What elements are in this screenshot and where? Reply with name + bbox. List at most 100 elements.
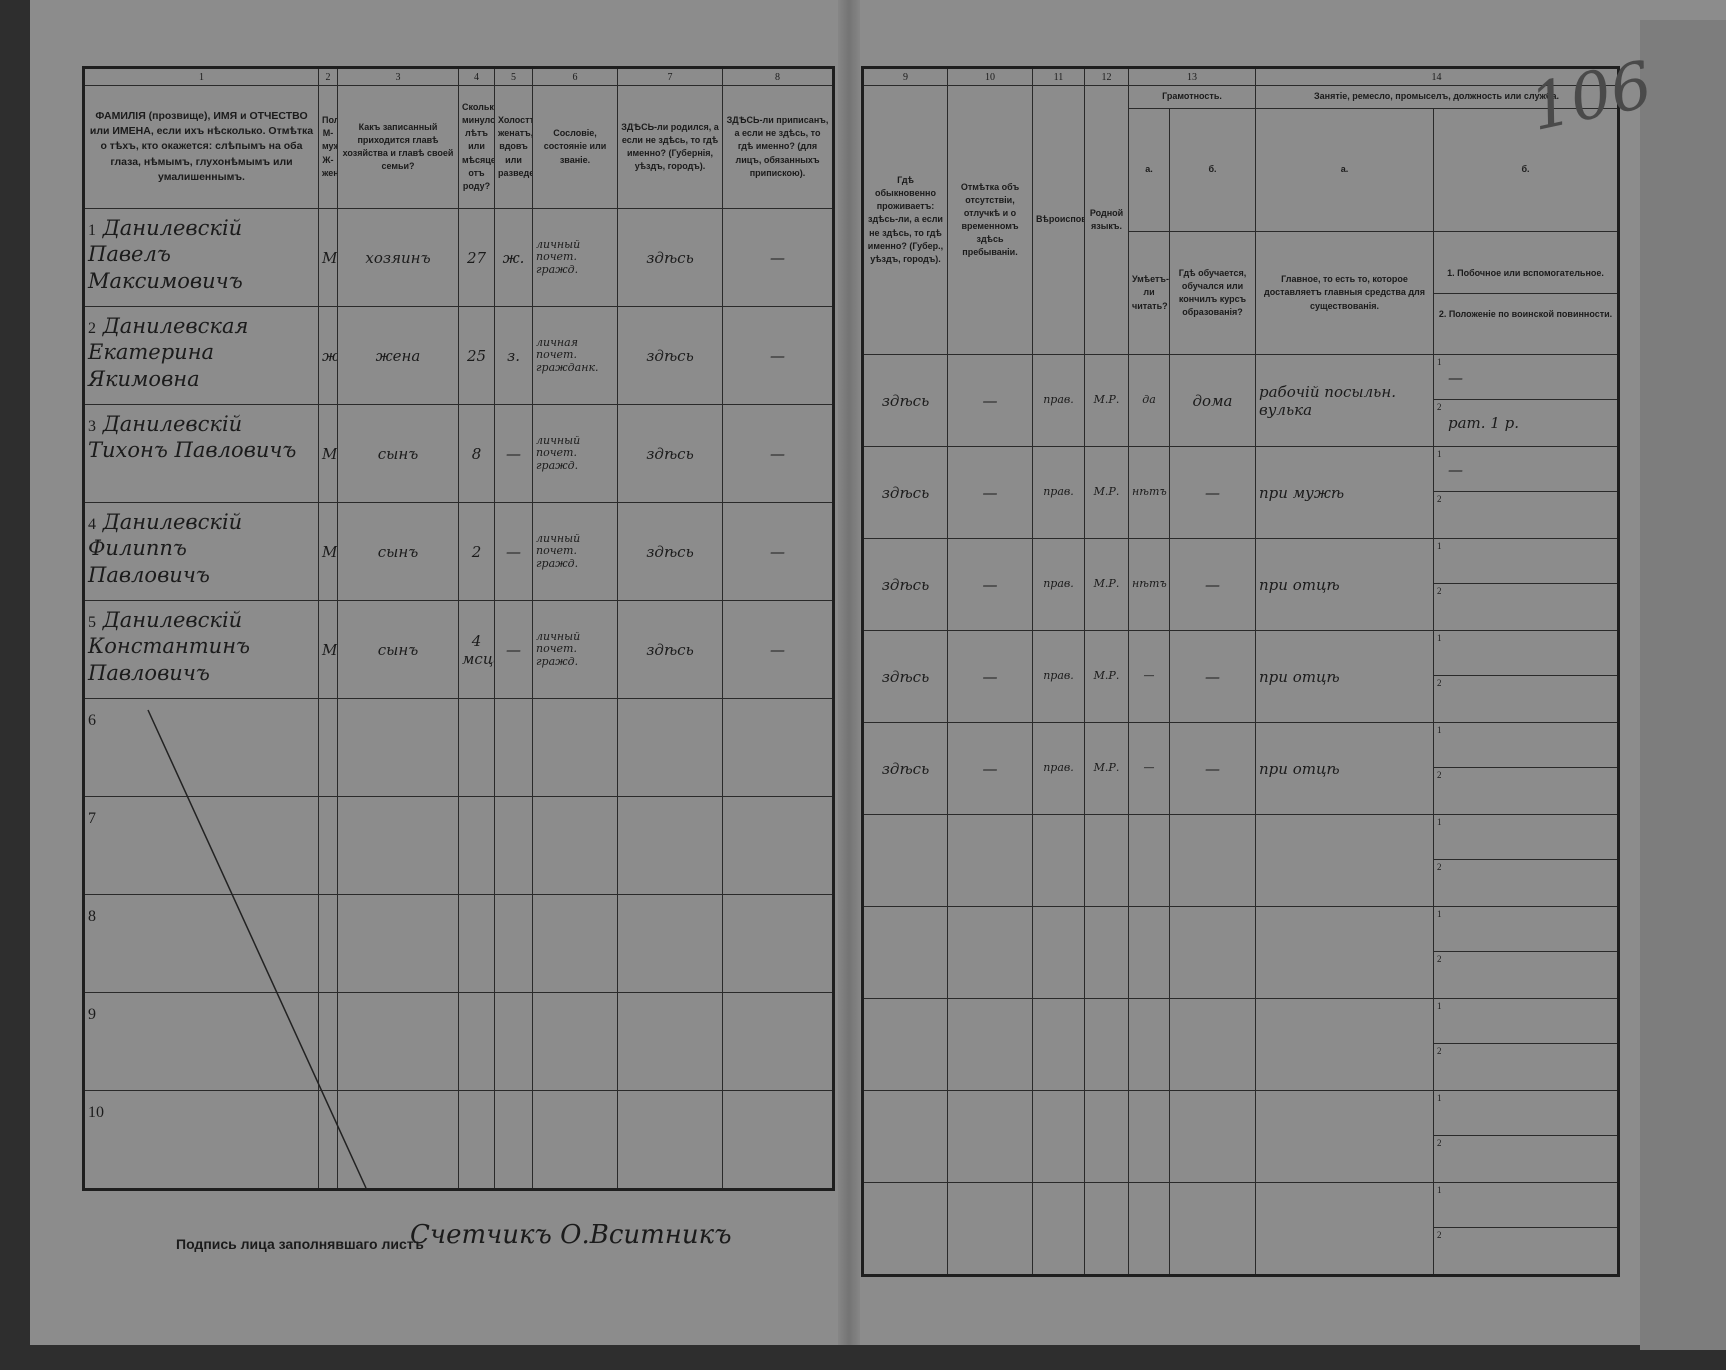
name-cell: 10 <box>83 1090 319 1190</box>
registration-cell: — <box>722 600 834 699</box>
row-number: 8 <box>88 908 96 925</box>
table-row: 4 Данилевскій Филиппъ ПавловичъМ.сынъ2—л… <box>83 502 834 601</box>
side-line: 1 <box>1434 1184 1617 1228</box>
language-cell <box>1084 906 1129 999</box>
side-value <box>1448 1228 1617 1242</box>
side-value <box>1448 492 1617 506</box>
side-line: 2 <box>1435 1136 1618 1181</box>
residence-cell <box>862 814 948 907</box>
education-cell <box>1169 1090 1256 1183</box>
birthplace-cell <box>617 698 723 797</box>
age-cell: 2 <box>458 502 495 601</box>
side-value <box>1448 724 1617 738</box>
side-value: рат. 1 р. <box>1448 414 1519 432</box>
religion-cell <box>1032 1090 1085 1183</box>
subcolumn-label: б. <box>1169 108 1256 232</box>
person-name: Данилевскій Павелъ Максимовичъ <box>88 216 243 293</box>
estate-cell <box>532 1090 618 1190</box>
line-number: 2 <box>1437 678 1442 688</box>
birthplace-cell <box>617 1090 723 1190</box>
person-name: Данилевская Екатерина Якимовна <box>88 314 249 391</box>
subcolumn-header: Главное, то есть то, которое доставляетъ… <box>1255 231 1434 355</box>
estate-cell: личный почет. гражд. <box>532 502 618 601</box>
side-value <box>1448 676 1617 690</box>
residence-cell: здѣсь <box>862 354 948 447</box>
column-number: 4 <box>458 67 495 86</box>
estate-cell <box>532 894 618 993</box>
side-value: — <box>1448 461 1463 479</box>
registration-cell <box>722 894 834 993</box>
line-number: 2 <box>1437 770 1442 780</box>
absence-cell <box>947 814 1033 907</box>
column-header: Какъ записанный приходится главѣ хозяйст… <box>337 85 459 209</box>
line-number: 2 <box>1437 1230 1442 1240</box>
table-row: 6 <box>83 698 834 797</box>
table-row: 5 Данилевскій Константинъ ПавловичъМ.сын… <box>83 600 834 699</box>
absence-cell: — <box>947 446 1033 539</box>
registration-cell: — <box>722 208 834 307</box>
line-number: 1 <box>1437 1001 1442 1011</box>
side-line: 2 <box>1435 676 1618 721</box>
table-row: здѣсь — прав. М.Р. нѣтъ — при мужѣ 1—2 <box>862 446 1619 539</box>
education-cell: дома <box>1169 354 1256 447</box>
marital-status-cell: ж. <box>494 208 533 307</box>
registration-cell <box>722 992 834 1091</box>
registration-cell: — <box>722 404 834 503</box>
table-row: здѣсь — прав. М.Р. да дома рабочій посыльн. ву… <box>862 354 1619 447</box>
name-cell: 3 Данилевскій Тихонъ Павловичъ <box>83 404 319 503</box>
birthplace-cell <box>617 894 723 993</box>
side-line: 2 рат. 1 р. <box>1435 400 1618 445</box>
age-cell <box>458 894 495 993</box>
side-value <box>1448 860 1617 874</box>
education-cell: — <box>1169 722 1256 815</box>
occupation-cell: при отцѣ <box>1255 630 1434 723</box>
line-number: 1 <box>1437 1185 1442 1195</box>
subcolumn-header: Гдѣ обучается, обучался или кончилъ курс… <box>1169 231 1256 355</box>
relation-cell: жена <box>337 306 459 405</box>
estate-cell <box>532 796 618 895</box>
sex-cell: ж. <box>318 306 338 405</box>
marital-status-cell <box>494 992 533 1091</box>
column-header: Родной языкъ. <box>1084 85 1129 355</box>
side-line: 1 <box>1434 724 1617 768</box>
side-line: 2 <box>1435 952 1618 997</box>
residence-cell <box>862 906 948 999</box>
row-number: 1 <box>88 222 96 239</box>
side-value <box>1448 584 1617 598</box>
absence-cell <box>947 906 1033 999</box>
line-number: 1 <box>1437 1093 1442 1103</box>
column-number: 11 <box>1032 67 1085 86</box>
marital-status-cell: з. <box>494 306 533 405</box>
name-cell: 4 Данилевскій Филиппъ Павловичъ <box>83 502 319 601</box>
religion-cell: прав. <box>1032 538 1085 631</box>
line-number: 2 <box>1437 1138 1442 1148</box>
residence-cell <box>862 1182 948 1276</box>
side-value <box>1448 1044 1617 1058</box>
absence-cell <box>947 1090 1033 1183</box>
sex-cell: М. <box>318 502 338 601</box>
birthplace-cell <box>617 796 723 895</box>
side-line: 1 <box>1434 908 1617 952</box>
occupation-cell: при мужѣ <box>1255 446 1434 539</box>
age-cell <box>458 992 495 1091</box>
side-value <box>1448 632 1617 646</box>
row-number: 5 <box>88 614 96 631</box>
literacy-cell <box>1128 814 1170 907</box>
sex-cell <box>318 698 338 797</box>
table-row: 3 Данилевскій Тихонъ ПавловичъМ.сынъ8—ли… <box>83 404 834 503</box>
marital-status-cell <box>494 796 533 895</box>
line-number: 2 <box>1437 954 1442 964</box>
side-line: 2 <box>1435 584 1618 629</box>
occupation-cell: при отцѣ <box>1255 722 1434 815</box>
column-number: 8 <box>722 67 834 86</box>
religion-cell <box>1032 998 1085 1091</box>
marital-status-cell: — <box>494 600 533 699</box>
column-number: 1 <box>83 67 319 86</box>
age-cell <box>458 1090 495 1190</box>
name-cell: 6 <box>83 698 319 797</box>
line-number: 2 <box>1437 402 1442 412</box>
name-cell: 9 <box>83 992 319 1091</box>
